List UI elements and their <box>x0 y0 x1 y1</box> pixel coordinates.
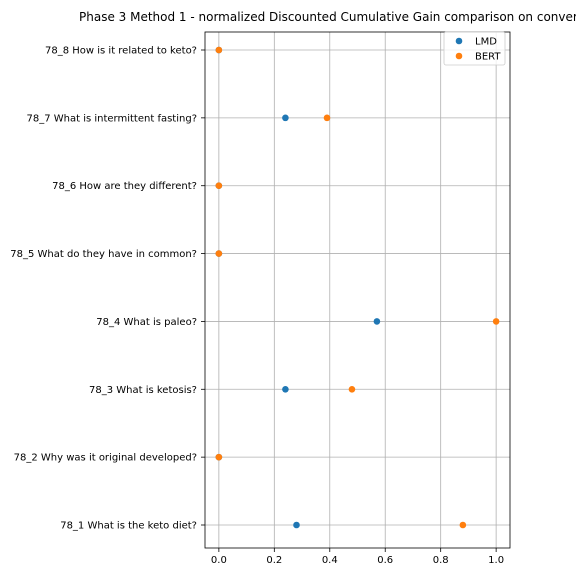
data-point-bert <box>215 250 223 257</box>
legend: LMD BERT <box>443 31 506 66</box>
y-tick-label: 78_1 What is the keto diet? <box>60 521 197 532</box>
data-point-bert <box>492 318 500 325</box>
legend-label-lmd: LMD <box>475 37 497 48</box>
x-tick-label: 0.6 <box>377 555 393 566</box>
data-point-bert <box>215 182 223 190</box>
data-points <box>215 46 500 529</box>
data-point-lmd <box>373 318 381 325</box>
data-point-bert <box>323 114 331 122</box>
x-tick-label: 0.2 <box>266 555 282 566</box>
y-tick-label: 78_4 What is paleo? <box>96 317 197 328</box>
data-point-bert <box>348 385 356 393</box>
legend-marker-lmd <box>455 37 463 45</box>
legend-marker-bert <box>455 52 463 60</box>
y-tick-label: 78_8 How is it related to keto? <box>45 46 197 57</box>
y-tick-label: 78_2 Why was it original developed? <box>14 453 197 464</box>
data-point-lmd <box>293 521 300 529</box>
data-point-lmd <box>282 385 289 393</box>
plot-frame <box>204 31 511 549</box>
grid-lines <box>205 32 510 548</box>
data-point-bert <box>215 46 223 54</box>
y-tick-label: 78_6 How are they different? <box>52 181 197 192</box>
x-tick-label: 0.8 <box>433 555 449 566</box>
legend-label-bert: BERT <box>475 52 501 63</box>
x-tick-label: 0.0 <box>211 555 227 566</box>
data-point-bert <box>215 453 223 461</box>
data-point-bert <box>459 521 467 529</box>
chart-title: Phase 3 Method 1 - normalized Discounted… <box>79 10 576 24</box>
y-tick-label: 78_5 What do they have in common? <box>10 249 197 260</box>
x-tick-label: 1.0 <box>488 555 504 566</box>
y-tick-label: 78_3 What is ketosis? <box>89 385 197 396</box>
y-tick-label: 78_7 What is intermittent fasting? <box>26 113 197 124</box>
x-tick-label: 0.4 <box>322 555 338 566</box>
data-point-lmd <box>282 114 289 122</box>
axes: 0.0 0.2 0.4 0.6 0.8 1.0 78_1 What is the keto … <box>10 31 511 566</box>
